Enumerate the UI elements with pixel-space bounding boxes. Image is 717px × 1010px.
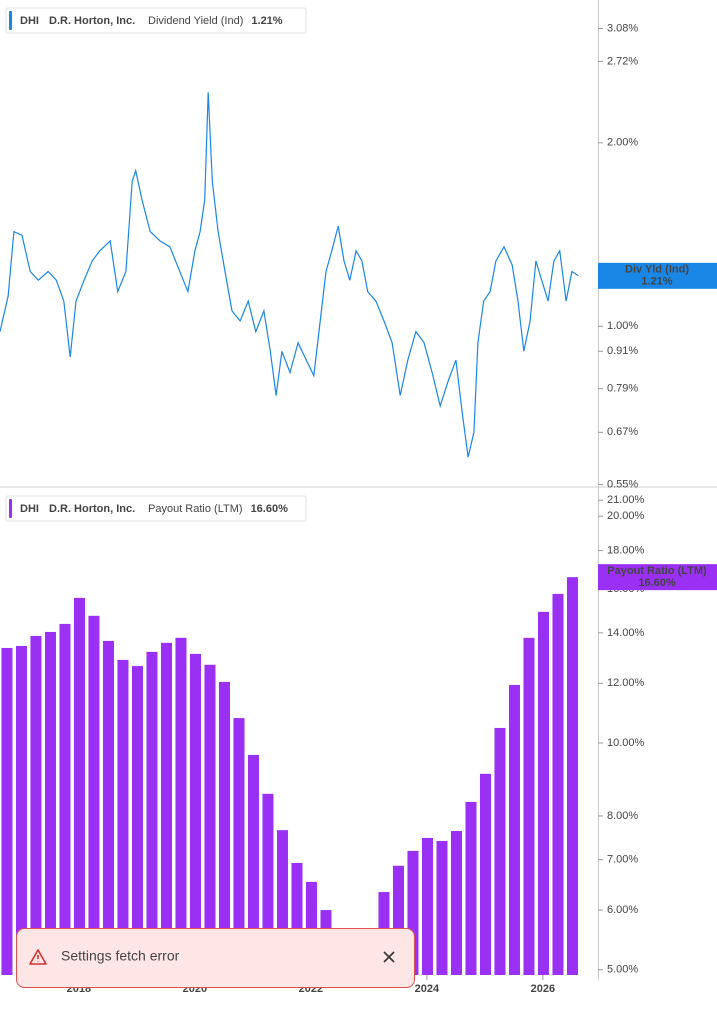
y-tick-label: 12.00% [607,677,645,689]
bar [421,837,433,975]
bar [73,597,85,975]
bar [479,773,491,975]
bar [566,577,578,975]
data-line [0,92,579,458]
y-tick-label: 7.00% [607,854,638,866]
bar [407,850,419,975]
bar [508,684,520,975]
legend-ticker: DHI [20,15,39,27]
bar [1,647,13,975]
y-tick-label: 6.00% [607,904,638,916]
value-tag-name: Div Yld (Ind) [625,264,689,276]
bar [175,637,187,975]
y-tick-label: 0.67% [607,426,638,438]
bar [291,862,303,975]
bar [160,642,172,975]
y-tick-label: 21.00% [607,494,645,506]
bar [276,830,288,975]
warning-icon [29,949,47,965]
bar [15,645,27,975]
legend-box [5,7,307,34]
bar [30,635,42,975]
y-tick-label: 14.00% [607,627,645,639]
bar [131,666,143,975]
legend-value: 16.60% [251,503,289,515]
value-tag [598,262,717,289]
legend-company: D.R. Horton, Inc. [49,15,135,27]
legend-swatch [9,11,12,30]
bar [537,611,549,975]
y-tick-label: 20.00% [607,510,645,522]
legend-value: 1.21% [251,15,282,27]
bar [450,831,462,975]
bar [233,718,245,975]
y-tick-label: 8.00% [607,810,638,822]
bar [494,727,506,975]
bar [44,631,56,975]
bar [523,637,535,975]
legend-box [5,495,307,522]
value-tag-value: 16.60% [638,577,676,589]
bar [436,841,448,975]
legend-company: D.R. Horton, Inc. [49,503,135,515]
y-tick-label: 0.91% [607,345,638,357]
bar [59,623,71,975]
y-tick-label: 0.79% [607,383,638,395]
bar [392,865,404,975]
toast-box [16,928,415,988]
y-tick-label: 18.00% [607,545,645,557]
close-button[interactable] [383,951,395,963]
bar [204,664,216,975]
value-tag [598,564,717,591]
y-tick-label: 2.00% [607,137,638,149]
x-tick-label: 2026 [531,983,555,995]
bar [102,640,114,975]
bar [218,681,230,975]
bar [88,615,100,975]
y-tick-label: 1.00% [607,320,638,332]
y-tick-label: 10.00% [607,737,645,749]
bar [552,593,564,975]
legend-series-name: Dividend Yield (Ind) [148,15,243,27]
x-tick-label: 2024 [415,983,440,995]
bar [465,801,477,975]
bar [262,793,274,975]
y-tick-label: 5.00% [607,964,638,976]
y-tick-label: 2.72% [607,55,638,67]
bar [189,653,201,975]
value-tag-name: Payout Ratio (LTM) [607,565,707,577]
bar [117,659,129,975]
bar [247,754,259,975]
legend-swatch [9,499,12,518]
value-tag-value: 1.21% [641,276,672,288]
legend-ticker: DHI [20,503,39,515]
y-tick-label: 0.55% [607,478,638,490]
y-tick-label: 3.08% [607,22,638,34]
bar [146,651,158,975]
toast-message: Settings fetch error [61,948,180,964]
toast: Settings fetch error [16,928,415,988]
legend-series-name: Payout Ratio (LTM) [148,503,243,515]
